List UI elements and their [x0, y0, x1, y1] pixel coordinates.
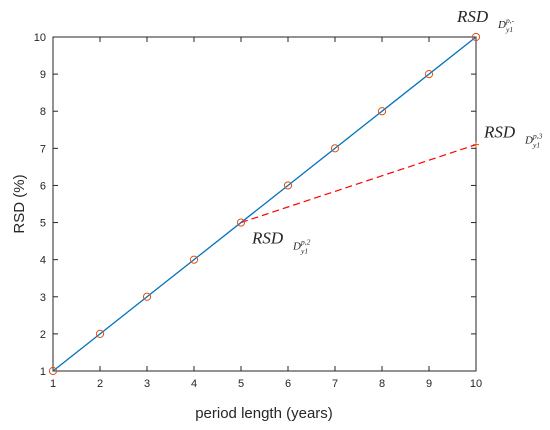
y-tick-label: 7: [40, 143, 46, 155]
circle-marker: [330, 144, 340, 153]
x-axis-title: period length (years): [195, 405, 333, 422]
circle-marker: [189, 255, 199, 264]
x-tick-label: 3: [144, 378, 150, 390]
y-tick-label: 5: [40, 218, 46, 230]
y-tick-label: 1: [40, 366, 46, 378]
circle-marker: [377, 107, 387, 116]
annotation-main: RSD: [456, 7, 489, 26]
series-markers: [48, 32, 481, 376]
circle-marker: [95, 329, 105, 338]
y-tick-label: 6: [40, 180, 46, 192]
x-tick-label: 6: [285, 378, 291, 390]
annotation-subscript: D: [292, 241, 301, 253]
annotation-superscript: p,2: [300, 238, 311, 247]
annotation-superscript: p,3: [532, 132, 543, 141]
solid-series-line: [52, 36, 477, 372]
circle-marker: [48, 366, 58, 376]
y-tick-label: 10: [34, 32, 46, 44]
y-tick-label: 3: [40, 292, 46, 304]
annotation-subsubscript: y1: [505, 25, 513, 34]
x-axis: 1 2 3 4 5 6 7 8 9 10: [50, 37, 482, 390]
annotation-subscript: D: [497, 19, 506, 31]
y-axis: 1 2 3 4 5 6 7 8 9 10: [34, 32, 476, 378]
circle-marker: [236, 218, 246, 227]
y-tick-label: 8: [40, 106, 46, 118]
circle-marker: [283, 181, 293, 190]
annotation-main: RSD: [483, 123, 516, 142]
x-tick-label: 1: [50, 378, 56, 390]
x-tick-label: 5: [238, 378, 244, 390]
x-tick-label: 4: [191, 378, 197, 390]
series-lines: [52, 36, 477, 372]
plus-marker: [473, 141, 479, 148]
y-tick-label: 4: [40, 255, 46, 267]
circle-marker: [142, 292, 152, 301]
x-tick-label: 7: [332, 378, 338, 390]
x-tick-label: 8: [379, 378, 385, 390]
y-tick-label: 9: [40, 69, 46, 81]
dashed-series-line: [240, 144, 477, 224]
circle-marker: [424, 70, 434, 79]
annotation-subsubscript: y1: [532, 141, 540, 150]
y-axis-title: RSD (%): [11, 174, 28, 233]
circle-marker: [471, 32, 481, 42]
x-tick-label: 9: [426, 378, 432, 390]
x-tick-label: 10: [470, 378, 482, 390]
x-tick-label: 2: [97, 378, 103, 390]
annotation-subsubscript: y1: [300, 247, 308, 256]
annotation-main: RSD: [251, 229, 284, 248]
y-tick-label: 2: [40, 329, 46, 341]
annotation-subscript: D: [524, 135, 533, 147]
annotation-superscript: p,-: [505, 16, 515, 25]
